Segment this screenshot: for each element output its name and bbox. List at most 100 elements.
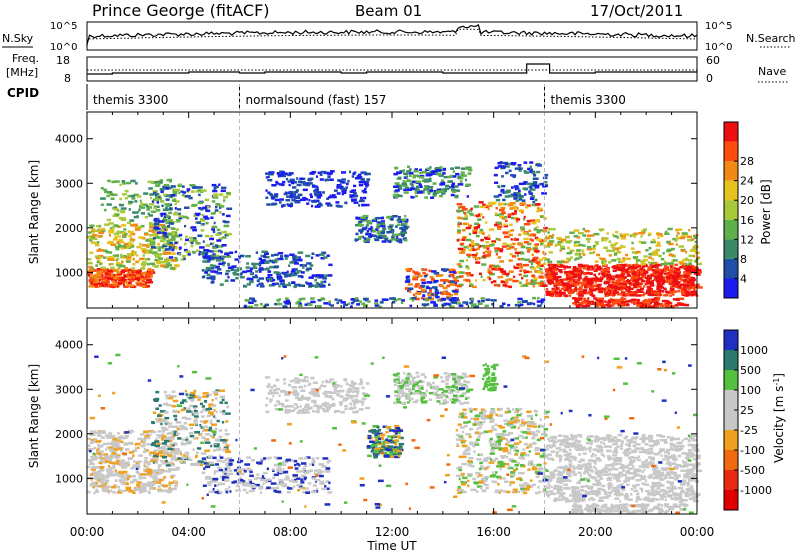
power-cell (588, 265, 594, 268)
velocity-cell (158, 450, 163, 453)
power-cell (250, 278, 254, 281)
power-cell (531, 274, 535, 277)
power-cell (264, 303, 270, 307)
power-cell (680, 275, 684, 279)
velocity-cell (186, 410, 192, 413)
power-cell (623, 233, 630, 236)
power-cell (601, 237, 604, 240)
power-cell (651, 251, 658, 255)
power-cell (497, 275, 504, 279)
power-cell (311, 274, 317, 277)
power-cell (497, 165, 503, 168)
power-cell (466, 259, 469, 262)
power-cell (95, 279, 101, 283)
power-cell (429, 171, 433, 175)
power-cell (516, 242, 523, 245)
power-cell (504, 219, 508, 222)
power-cell (531, 239, 534, 242)
power-cell (149, 196, 153, 200)
power-cell (555, 243, 559, 246)
power-cell (130, 232, 136, 236)
power-cell (457, 225, 460, 228)
velocity-cell (224, 433, 230, 436)
power-cell (503, 281, 509, 284)
power-cell (482, 278, 486, 282)
power-cell (205, 221, 209, 225)
power-cell (321, 285, 326, 288)
power-cell (218, 193, 224, 196)
power-cell (358, 220, 362, 223)
velocity-cell (102, 461, 106, 464)
power-cell (455, 276, 458, 279)
power-cell (353, 198, 357, 201)
power-cell (277, 257, 283, 261)
velocity-cell (312, 477, 317, 480)
power-cell (146, 278, 152, 281)
power-cell (94, 269, 100, 272)
power-cell (214, 244, 219, 247)
power-cell (442, 172, 446, 175)
power-cell (280, 279, 284, 282)
power-cell (576, 304, 582, 307)
velocity-cell (126, 475, 132, 478)
power-cell (600, 257, 606, 261)
power-colorbar-tick-label: 24 (740, 175, 754, 188)
power-cell (209, 237, 215, 241)
velocity-cell (189, 404, 193, 408)
power-cell (190, 241, 194, 245)
velocity-cell (213, 409, 216, 412)
power-cell (557, 240, 562, 244)
power-cell (358, 183, 364, 187)
velocity-cell (207, 481, 213, 484)
power-cell (289, 194, 296, 197)
power-cell (167, 220, 173, 223)
power-cell (246, 283, 252, 286)
power-cell (609, 278, 612, 281)
power-cell (626, 272, 630, 275)
power-cell (111, 180, 116, 184)
power-cell (632, 291, 636, 294)
velocity-cell (203, 428, 209, 432)
velocity-cell (212, 432, 217, 435)
velocity-cell (161, 469, 168, 473)
power-cell (643, 292, 646, 295)
velocity-cell (92, 466, 98, 469)
power-cell (590, 288, 595, 291)
power-cell (594, 281, 597, 284)
velocity-cell (174, 484, 178, 488)
power-cell (401, 218, 407, 221)
power-cell (639, 305, 644, 308)
power-cell (439, 166, 443, 169)
power-cell (695, 268, 702, 272)
power-cell (451, 297, 457, 300)
velocity-cell (119, 435, 123, 438)
power-cell (113, 206, 118, 209)
power-cell (625, 264, 632, 267)
power-cell (693, 254, 696, 258)
power-cell (152, 230, 156, 233)
power-cell (597, 284, 601, 287)
velocity-cell (309, 463, 315, 466)
power-cell (389, 224, 394, 227)
velocity-cell (106, 472, 111, 475)
power-cell (693, 236, 698, 240)
power-cell (110, 197, 115, 200)
power-cell (613, 292, 616, 296)
power-cell (598, 297, 605, 300)
velocity-cell (175, 421, 182, 424)
velocity-cell (196, 463, 201, 467)
power-cell (646, 302, 650, 305)
power-cell (555, 243, 562, 246)
power-cell (349, 190, 354, 193)
power-cell (452, 276, 458, 280)
power-cell (136, 245, 142, 249)
power-cell (456, 263, 462, 266)
velocity-cell (157, 489, 164, 493)
power-cell (146, 208, 150, 211)
power-cell (685, 291, 691, 295)
power-cell (565, 277, 570, 280)
power-cell (164, 259, 169, 262)
power-cell (161, 204, 164, 208)
power-cell (131, 239, 135, 243)
power-cell (612, 265, 619, 269)
